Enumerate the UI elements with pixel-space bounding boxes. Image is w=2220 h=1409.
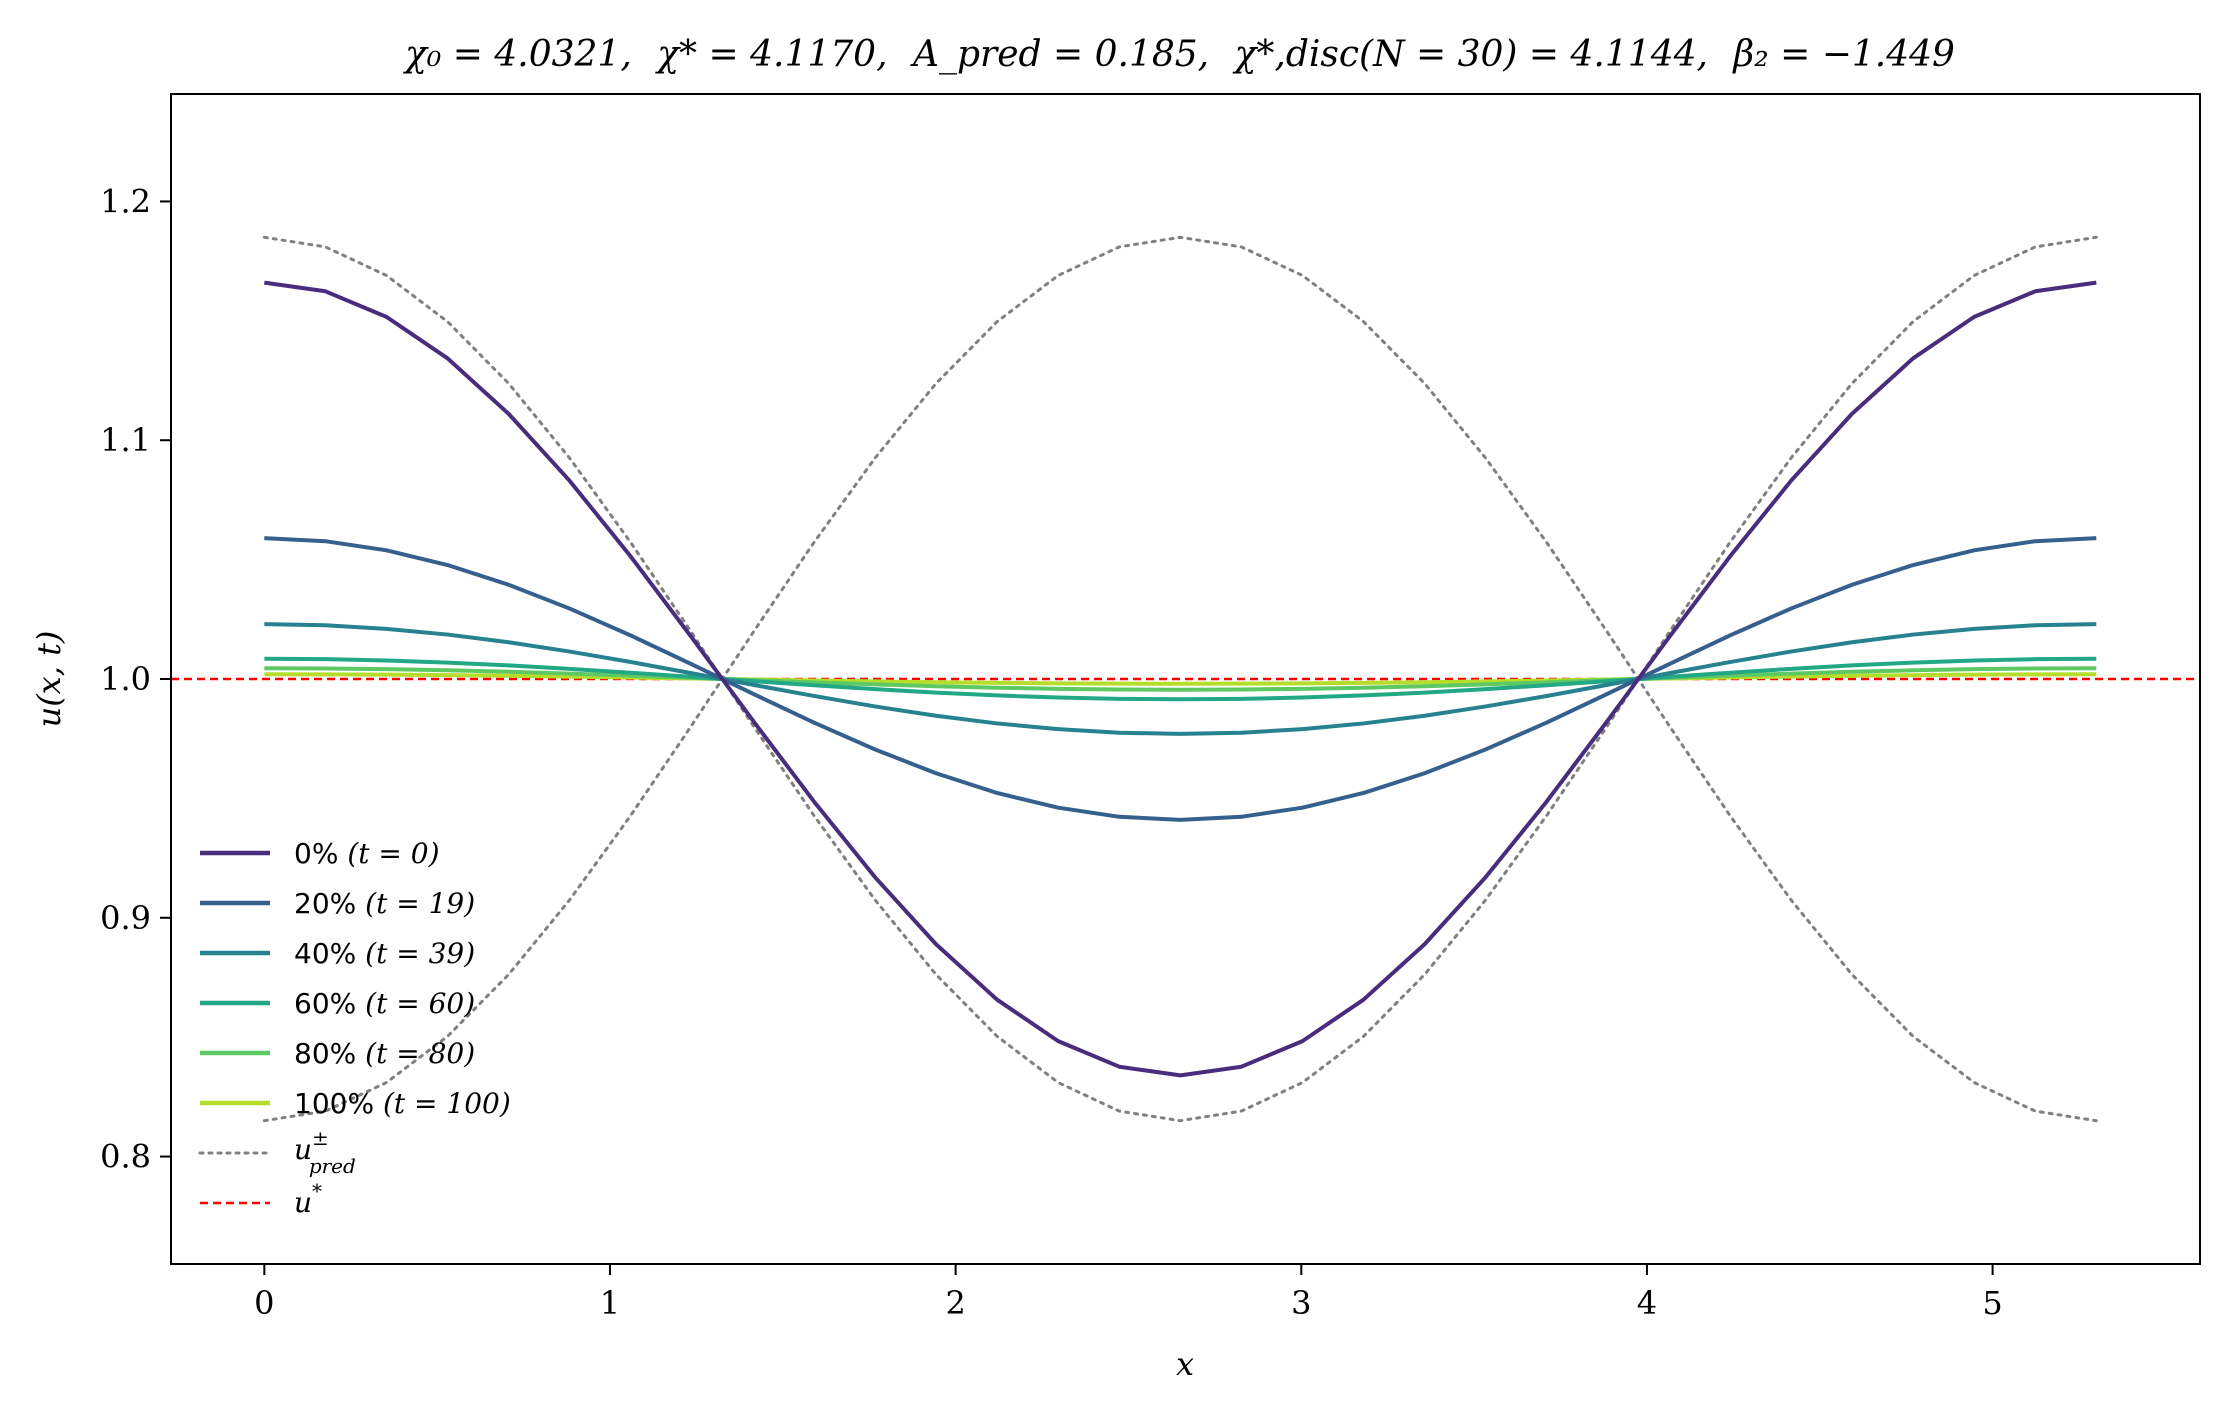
plot-area: 0 1 2 3 4 5 0.8 0.9 1.0 1.1 1.2 xyxy=(100,93,2201,1322)
legend-label: 20% (t = 19) xyxy=(294,887,475,920)
bound-lower-line xyxy=(262,235,2098,1123)
y-tick-label: 1.0 xyxy=(100,660,151,698)
legend-entry-2: 40% (t = 39) xyxy=(200,937,475,970)
legend-label: u* xyxy=(294,1179,322,1219)
x-tick-label: 2 xyxy=(945,1284,965,1322)
legend-label: 40% (t = 39) xyxy=(294,937,475,970)
legend-label: 100% (t = 100) xyxy=(294,1087,511,1120)
y-tick-label: 1.1 xyxy=(100,421,151,459)
series-line-5 xyxy=(264,672,2097,686)
legend-entry-5: 100% (t = 100) xyxy=(200,1087,511,1120)
legend-label: 80% (t = 80) xyxy=(294,1037,475,1070)
y-tick-label: 0.9 xyxy=(100,899,151,937)
title-chi0: χ₀ = 4.0321, xyxy=(402,34,632,75)
legend-entry-equilibrium: u* xyxy=(200,1179,322,1219)
legend-entry-bounds: u± pred xyxy=(198,1126,356,1178)
x-tick-label: 4 xyxy=(1637,1284,1657,1322)
legend-entry-3: 60% (t = 60) xyxy=(200,987,475,1020)
y-axis: 0.8 0.9 1.0 1.1 1.2 xyxy=(100,182,171,1176)
bound-upper-line xyxy=(262,235,2098,1123)
x-tick-label: 3 xyxy=(1291,1284,1311,1322)
legend-entry-0: 0% (t = 0) xyxy=(200,837,440,870)
legend: 0% (t = 0) 20% (t = 19) 40% (t = 39) 60% (t… xyxy=(198,837,511,1219)
y-axis-label: u(x, t) xyxy=(30,631,68,728)
title-beta2: β₂ = −1.449 xyxy=(1731,34,1955,75)
y-tick-label: 1.2 xyxy=(100,182,151,220)
legend-entry-1: 20% (t = 19) xyxy=(200,887,475,920)
legend-label: 0% (t = 0) xyxy=(294,837,440,870)
legend-entry-4: 80% (t = 80) xyxy=(200,1037,475,1070)
title-chidisc: χ*,disc(N = 30) = 4.1144, xyxy=(1232,34,1708,75)
series-line-2 xyxy=(264,622,2097,736)
x-axis-label: x xyxy=(1176,1345,1194,1383)
title-chistar: χ* = 4.1170, xyxy=(654,34,887,75)
series-line-1 xyxy=(264,536,2097,822)
y-tick-label: 0.8 xyxy=(100,1138,151,1176)
legend-label: 60% (t = 60) xyxy=(294,987,475,1020)
series-line-3 xyxy=(264,656,2097,702)
series-layer xyxy=(171,235,2200,1123)
x-tick-label: 1 xyxy=(600,1284,620,1322)
x-tick-label: 5 xyxy=(1982,1284,2002,1322)
series-line-4 xyxy=(264,666,2097,692)
series-line-0 xyxy=(264,280,2097,1078)
x-axis: 0 1 2 3 4 5 xyxy=(254,1264,2003,1322)
title-apred: A_pred = 0.185, xyxy=(910,34,1209,75)
x-tick-label: 0 xyxy=(254,1284,274,1322)
legend-label: u± pred xyxy=(294,1126,356,1178)
chart-title: χ₀ = 4.0321, χ* = 4.1170, A_pred = 0.185… xyxy=(402,34,1955,75)
